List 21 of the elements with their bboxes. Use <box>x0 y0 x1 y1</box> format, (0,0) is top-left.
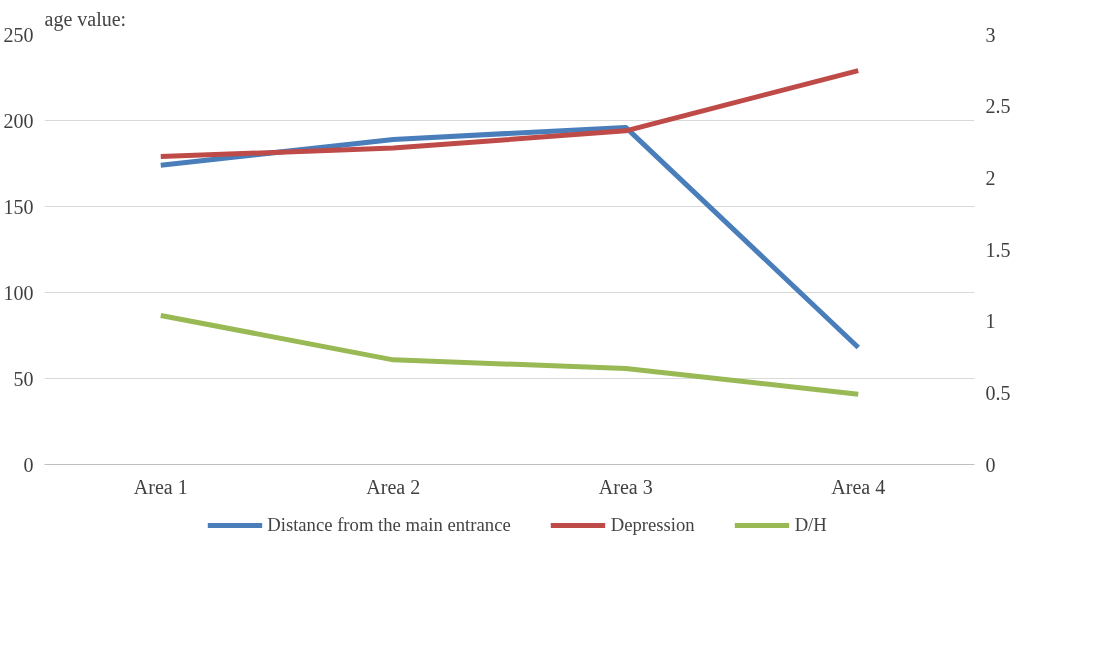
y-tick-label: 100 <box>3 281 34 304</box>
text: age value: <box>44 7 127 31</box>
legend-label: Depression <box>610 514 695 536</box>
y-tick-label: 200 <box>3 109 34 132</box>
y2-tick-label: 2 <box>985 166 996 189</box>
y2-tick-label: 1 <box>985 310 996 333</box>
x-tick-label: Area 3 <box>598 475 653 498</box>
x-tick-label: Area 2 <box>366 475 421 498</box>
legend-label: D/H <box>794 514 827 536</box>
y-tick-label: 150 <box>3 195 34 218</box>
y2-tick-label: 0 <box>985 453 996 476</box>
y2-tick-label: 3 <box>985 23 996 46</box>
x-tick-label: Area 1 <box>133 475 188 498</box>
y-tick-label: 250 <box>3 23 34 46</box>
y-tick-label: 50 <box>13 367 34 390</box>
y2-tick-label: 1.5 <box>985 238 1011 261</box>
y2-tick-label: 0.5 <box>985 381 1011 404</box>
y-tick-label: 0 <box>23 453 34 476</box>
y2-tick-label: 2.5 <box>985 95 1011 118</box>
x-tick-label: Area 4 <box>831 475 886 498</box>
legend-label: Distance from the main entrance <box>267 514 511 536</box>
